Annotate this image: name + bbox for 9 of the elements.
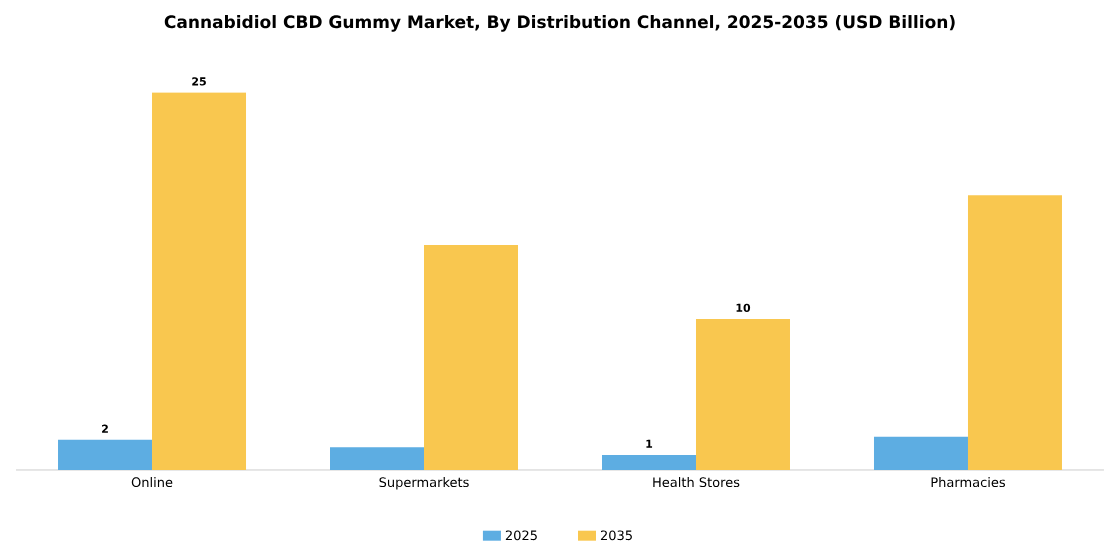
bar [152, 92, 247, 470]
bar [873, 436, 968, 470]
bar [424, 245, 519, 470]
chart-title: Cannabidiol CBD Gummy Market, By Distribution Channel, 2025-2035 (USD Billion) [164, 15, 955, 32]
bar [58, 439, 153, 470]
bar [695, 319, 790, 470]
bar [602, 454, 696, 470]
bar [967, 195, 1062, 470]
bar [330, 447, 424, 470]
